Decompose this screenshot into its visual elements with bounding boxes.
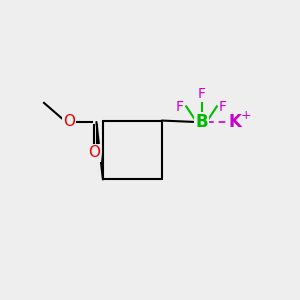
Text: +: + bbox=[240, 109, 251, 122]
Text: F: F bbox=[197, 87, 206, 101]
Text: O: O bbox=[63, 114, 75, 129]
Text: B: B bbox=[195, 113, 208, 131]
Text: K: K bbox=[229, 113, 242, 131]
Text: F: F bbox=[176, 100, 184, 114]
Text: O: O bbox=[88, 146, 100, 160]
Text: F: F bbox=[219, 100, 227, 114]
